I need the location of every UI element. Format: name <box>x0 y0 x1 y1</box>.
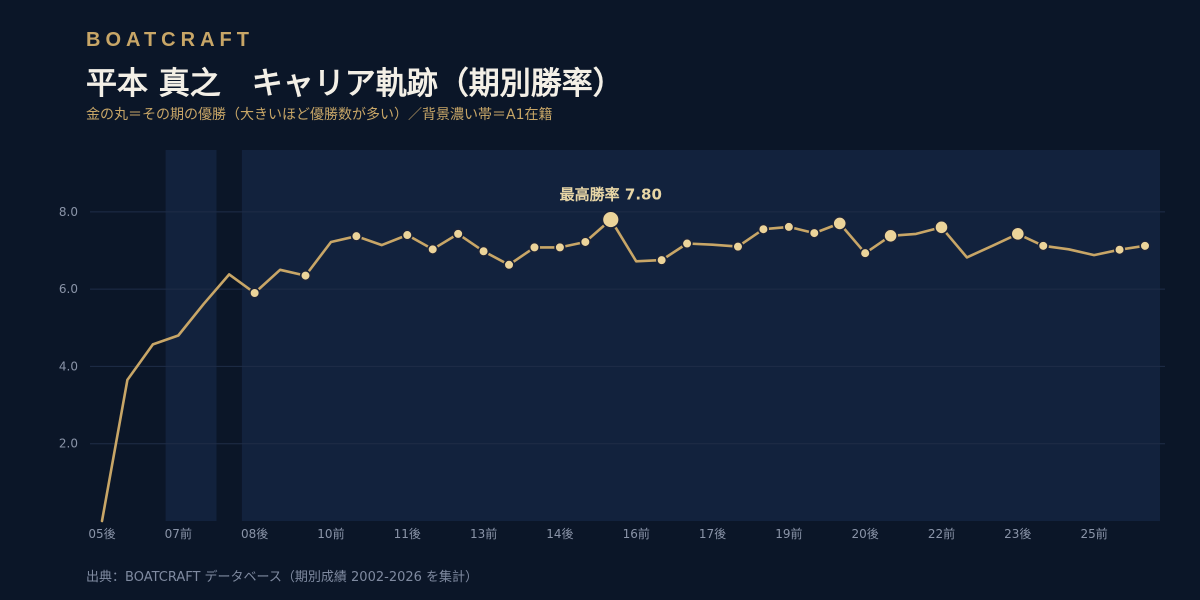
championship-dot <box>1037 240 1049 252</box>
championship-dot <box>477 245 490 257</box>
x-tick-label: 19前 <box>775 526 802 541</box>
championship-dot <box>503 259 515 271</box>
championship-dot <box>299 269 312 282</box>
x-tick-label: 10前 <box>317 526 344 541</box>
x-tick-label: 14後 <box>546 527 573 541</box>
championship-dot <box>883 228 899 244</box>
x-axis-ticks: 05後 07前 08後 10前 11後 13前 14後 16前 17後 19前 20後 22前 23後 2… <box>88 526 1107 541</box>
championship-dot <box>427 243 439 255</box>
data-source-note: 出典：BOATCRAFT データベース（期別成績 2002-2026 を集計） <box>86 570 479 585</box>
y-axis-ticks: 2.0 4.0 6.0 8.0 <box>59 205 78 451</box>
championship-dot <box>757 223 770 235</box>
championship-dot <box>528 241 541 253</box>
x-tick-label: 23後 <box>1004 527 1031 541</box>
y-tick-label: 4.0 <box>59 359 78 373</box>
championship-dot <box>1113 244 1126 256</box>
y-tick-label: 6.0 <box>59 282 78 296</box>
championship-dot <box>401 229 413 241</box>
x-tick-label: 16前 <box>623 526 650 541</box>
win-rate-line <box>100 218 1147 523</box>
championship-dot <box>656 254 668 266</box>
x-tick-label: 07前 <box>165 526 192 541</box>
x-tick-label: 13前 <box>470 526 497 541</box>
championship-dots <box>249 210 1151 299</box>
championship-dot <box>1010 226 1026 242</box>
a1-bands <box>165 150 1161 521</box>
x-tick-label: 22前 <box>928 526 955 541</box>
championship-dot <box>249 287 261 299</box>
championship-dot <box>1139 240 1151 252</box>
x-tick-label: 20後 <box>852 527 879 541</box>
x-tick-label: 17後 <box>699 527 726 541</box>
championship-dot <box>681 237 693 250</box>
championship-dot <box>554 241 566 253</box>
y-tick-label: 8.0 <box>59 205 78 219</box>
y-tick-label: 2.0 <box>59 437 78 451</box>
annotations: 最高勝率 7.80 <box>560 186 662 204</box>
x-tick-label: 05後 <box>88 527 115 541</box>
win-rate-series <box>100 218 1147 523</box>
championship-dot <box>808 227 820 239</box>
gridlines <box>90 211 1165 445</box>
championship-dot <box>350 230 362 242</box>
championship-dot <box>783 221 795 233</box>
championship-dot <box>832 216 848 231</box>
peak-annotation: 最高勝率 7.80 <box>560 186 662 204</box>
x-tick-label: 25前 <box>1080 526 1107 541</box>
brand-label: BOATCRAFT <box>86 29 254 51</box>
chart-subtitle: 金の丸＝その期の優勝（大きいほど優勝数が多い）／背景濃い帯＝A1在籍 <box>86 107 553 123</box>
championship-dot <box>601 210 620 229</box>
x-tick-label: 08後 <box>241 527 268 541</box>
championship-dot <box>859 247 871 259</box>
chart-title: 平本 真之 キャリア軌跡（期別勝率） <box>86 66 624 102</box>
championship-dot <box>732 241 744 253</box>
championship-dot <box>579 236 591 248</box>
championship-dot <box>452 228 464 240</box>
championship-dot <box>934 219 949 235</box>
x-tick-label: 11後 <box>394 527 421 541</box>
a1-band <box>165 150 217 521</box>
a1-band <box>241 150 1161 521</box>
